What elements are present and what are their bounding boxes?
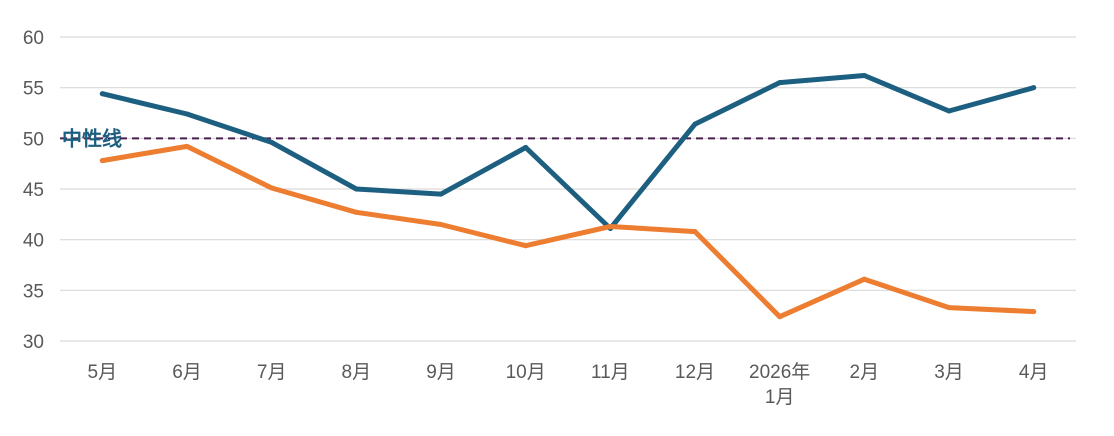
x-tick-label: 7月 — [257, 362, 287, 383]
x-tick-label: 5月 — [88, 362, 118, 383]
y-tick-label: 45 — [23, 180, 44, 201]
x-tick-label: 4月 — [1019, 362, 1049, 383]
data-point — [353, 209, 359, 215]
y-tick-label: 40 — [23, 231, 44, 252]
x-tick-label: 2026年 1月 — [749, 361, 810, 408]
data-point — [438, 191, 444, 197]
x-tick-label: 3月 — [934, 362, 964, 383]
series-line-2 — [99, 143, 1037, 320]
data-point — [269, 185, 275, 191]
x-tick-label: 8月 — [342, 362, 372, 383]
y-tick-label: 50 — [23, 129, 44, 150]
data-point — [269, 139, 275, 145]
x-axis-ticks: 5月 6月 7月 8月 9月 10月 11月 12月 2026年 1月 2月 3月 4月 — [88, 361, 1049, 408]
data-point — [946, 108, 952, 114]
data-point — [438, 221, 444, 227]
series-lines: 中性线 — [62, 73, 1037, 320]
x-tick-label: 11月 — [591, 362, 630, 383]
data-point — [946, 305, 952, 311]
data-point — [523, 144, 529, 150]
x-tick-label: 2月 — [850, 362, 880, 383]
data-point — [1031, 309, 1037, 315]
data-point — [692, 229, 698, 235]
series-line-1 — [99, 73, 1037, 231]
data-point — [861, 73, 867, 79]
neutral-line-label: 中性线 — [62, 126, 122, 150]
y-tick-label: 30 — [23, 332, 44, 353]
data-point — [523, 243, 529, 249]
y-tick-label: 60 — [23, 28, 44, 49]
data-point — [99, 158, 105, 164]
data-point — [861, 276, 867, 282]
data-point — [353, 186, 359, 192]
data-point — [184, 143, 190, 149]
data-point — [184, 111, 190, 117]
data-point — [99, 91, 105, 97]
x-tick-label: 10月 — [506, 362, 546, 383]
data-point — [607, 223, 613, 229]
x-tick-label: 9月 — [426, 362, 456, 383]
data-point — [692, 121, 698, 127]
data-point — [1031, 85, 1037, 91]
y-axis-ticks: 30 35 40 45 50 55 60 — [23, 28, 44, 353]
x-tick-label: 6月 — [172, 362, 202, 383]
y-tick-label: 55 — [23, 79, 44, 100]
y-tick-label: 35 — [23, 281, 44, 302]
x-tick-label: 12月 — [675, 362, 715, 383]
data-point — [777, 314, 783, 320]
data-point — [777, 80, 783, 86]
